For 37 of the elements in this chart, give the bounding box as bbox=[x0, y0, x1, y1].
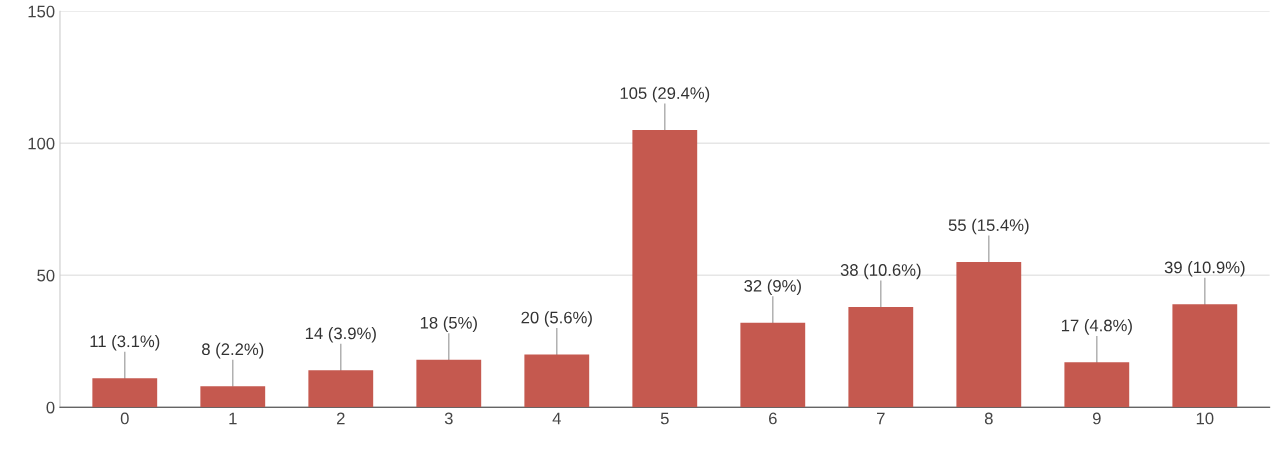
data-label: 55 (15.4%) bbox=[948, 218, 1029, 235]
bar bbox=[1172, 304, 1238, 408]
data-label: 14 (3.9%) bbox=[305, 327, 376, 343]
data-label: 11 (3.1%) bbox=[90, 334, 160, 351]
bar bbox=[308, 370, 374, 408]
x-tick-label: 2 bbox=[336, 412, 345, 425]
bar bbox=[524, 354, 590, 408]
y-tick-label: 0 bbox=[46, 401, 55, 414]
y-tick-label: 150 bbox=[28, 5, 55, 18]
x-tick-label: 8 bbox=[984, 412, 993, 425]
bar bbox=[416, 359, 482, 408]
data-label: 17 (4.8%) bbox=[1061, 319, 1132, 335]
data-label: 32 (9%) bbox=[744, 279, 801, 296]
bar bbox=[740, 322, 806, 408]
bar bbox=[848, 306, 914, 408]
y-tick-label: 100 bbox=[28, 137, 55, 150]
data-label: 18 (5%) bbox=[420, 316, 477, 332]
data-label: 38 (10.6%) bbox=[840, 263, 921, 280]
bar bbox=[632, 130, 698, 408]
x-tick-label: 9 bbox=[1092, 412, 1101, 425]
data-label: 8 (2.2%) bbox=[202, 342, 264, 359]
bar bbox=[956, 262, 1022, 408]
x-tick-label: 1 bbox=[229, 412, 237, 425]
bar bbox=[200, 386, 266, 408]
y-tick-label: 50 bbox=[37, 269, 55, 282]
data-label: 39 (10.9%) bbox=[1164, 261, 1245, 277]
x-tick-label: 3 bbox=[444, 412, 453, 425]
data-label: 20 (5.6%) bbox=[521, 311, 592, 327]
data-label: 105 (29.4%) bbox=[620, 86, 710, 103]
x-tick-label: 10 bbox=[1196, 412, 1214, 425]
x-tick-label: 7 bbox=[877, 412, 885, 425]
x-tick-label: 0 bbox=[120, 412, 129, 425]
bar bbox=[92, 378, 158, 408]
bar bbox=[1064, 362, 1130, 408]
x-tick-label: 6 bbox=[769, 412, 777, 425]
x-tick-label: 4 bbox=[552, 412, 561, 425]
x-tick-label: 5 bbox=[660, 412, 669, 425]
